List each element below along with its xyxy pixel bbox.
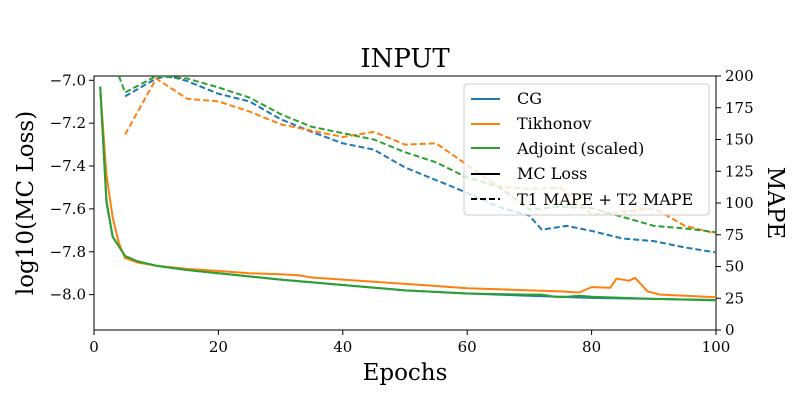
y-right-tick-label: 0 xyxy=(725,321,735,339)
x-tick-label: 0 xyxy=(89,338,99,356)
x-tick-label: 60 xyxy=(458,338,477,356)
chart-title: INPUT xyxy=(360,44,450,74)
legend-label-mape: T1 MAPE + T2 MAPE xyxy=(517,190,693,209)
y-right-tick-label: 100 xyxy=(725,194,754,212)
y-right-tick-label: 200 xyxy=(725,67,754,85)
y-right-tick-label: 75 xyxy=(725,226,744,244)
series-line-tikhonov-mc-loss xyxy=(99,88,716,299)
x-tick-label: 100 xyxy=(702,338,731,356)
y-axis-title: log10(MC Loss) xyxy=(13,111,39,295)
y-tick-label: −7.4 xyxy=(50,157,86,175)
y-right-tick-label: 150 xyxy=(725,131,754,149)
y-tick-label: −7.0 xyxy=(50,71,86,89)
x-axis-title: Epochs xyxy=(363,360,448,386)
y-tick-label: −8.0 xyxy=(50,286,86,304)
y-right-tick-label: 25 xyxy=(725,289,744,307)
y-tick-label: −7.6 xyxy=(50,200,86,218)
series-line-adjoint-mc-loss xyxy=(99,86,716,302)
y-right-tick-label: 125 xyxy=(725,162,754,180)
x-tick-label: 40 xyxy=(333,338,352,356)
y-right-tick-label: 50 xyxy=(725,258,744,276)
x-tick-label: 80 xyxy=(582,338,601,356)
y-axis-right-title: MAPE xyxy=(762,167,788,239)
legend-label-tikhonov: Tikhonov xyxy=(517,114,591,133)
x-axis-ticks: 0 20 40 60 80 100 xyxy=(89,330,730,356)
legend-label-mc-loss: MC Loss xyxy=(517,164,587,183)
series-line-adjoint-mape xyxy=(117,76,716,234)
legend-label-cg: CG xyxy=(517,89,542,108)
series-line-cg-mape xyxy=(124,76,716,254)
legend: CG Tikhonov Adjoint (scaled) MC Loss T1 … xyxy=(463,83,710,216)
y-axis-right-ticks: 0 25 50 75 100 125 150 175 200 xyxy=(716,67,754,339)
legend-label-adjoint: Adjoint (scaled) xyxy=(516,139,644,158)
legend-box xyxy=(463,83,710,216)
y-right-tick-label: 175 xyxy=(725,99,754,117)
x-tick-label: 20 xyxy=(209,338,228,356)
y-axis-ticks: −7.0 −7.2 −7.4 −7.6 −7.8 −8.0 xyxy=(50,71,94,304)
y-tick-label: −7.8 xyxy=(50,243,86,261)
y-tick-label: −7.2 xyxy=(50,114,86,132)
